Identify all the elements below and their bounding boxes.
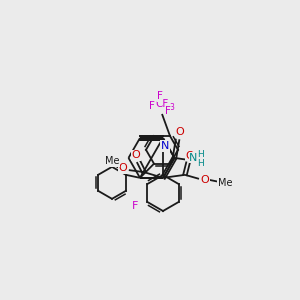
Text: F: F — [132, 201, 139, 211]
Text: O: O — [186, 151, 194, 161]
Text: O: O — [131, 150, 140, 160]
Text: Me: Me — [105, 156, 119, 166]
Text: Me: Me — [218, 178, 232, 188]
Text: F: F — [157, 91, 163, 101]
Text: CF: CF — [155, 99, 169, 109]
Text: F: F — [165, 106, 171, 116]
Text: O: O — [201, 175, 209, 185]
Text: H: H — [197, 150, 204, 159]
Text: O: O — [175, 127, 184, 137]
Text: N: N — [189, 153, 198, 163]
Text: 3: 3 — [169, 103, 174, 112]
Text: H: H — [197, 159, 204, 168]
Text: N: N — [161, 141, 169, 151]
Text: F: F — [149, 101, 155, 111]
Text: O: O — [118, 163, 127, 173]
